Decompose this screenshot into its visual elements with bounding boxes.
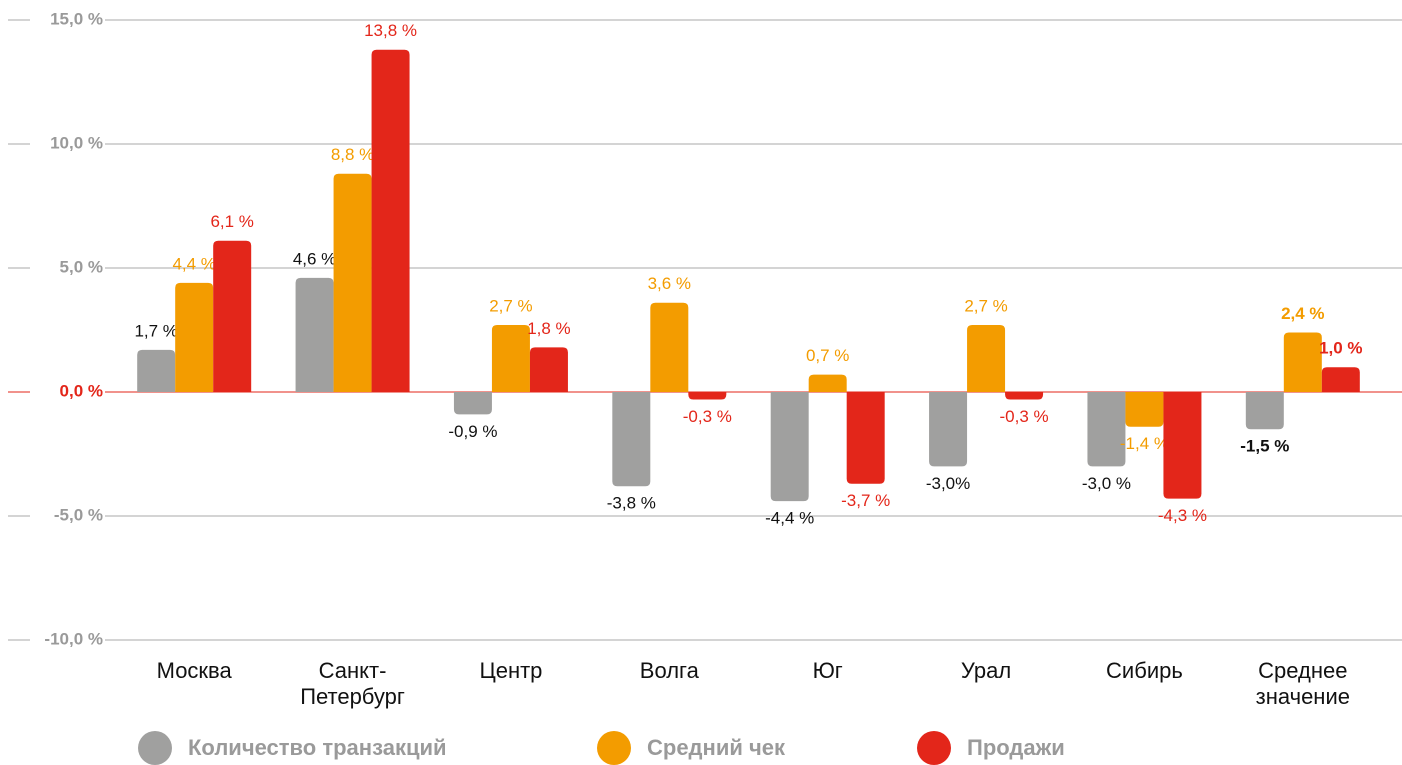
y-tick-label: 5,0 % (60, 257, 103, 276)
bar (808, 374, 847, 392)
value-label: -0,9 % (448, 422, 497, 441)
x-tick-label: Сибирь (1106, 658, 1183, 683)
value-label: -1,5 % (1240, 437, 1289, 456)
value-label: 8,8 % (331, 145, 374, 164)
legend-item: Продажи (917, 731, 1065, 765)
value-label: 0,7 % (806, 346, 849, 365)
legend-label: Средний чек (647, 735, 785, 760)
x-tick-label: Среднее значение (1255, 658, 1350, 709)
bar (1321, 367, 1360, 392)
legend-swatch (597, 731, 631, 765)
legend-item: Средний чек (597, 731, 785, 765)
value-label: 2,7 % (489, 297, 532, 316)
legend-label: Количество транзакций (188, 735, 447, 760)
x-tick-label: Юг (812, 658, 843, 683)
bar (1163, 392, 1202, 499)
y-tick-label: -10,0 % (44, 629, 103, 648)
legend-swatch (138, 731, 172, 765)
bar (491, 325, 530, 392)
y-tick-label: 0,0 % (60, 381, 103, 400)
x-tick-label: Центр (479, 658, 543, 683)
value-label: 6,1 % (210, 212, 253, 231)
value-label: -1,4 % (1120, 434, 1169, 453)
value-label: 1,7 % (134, 321, 177, 340)
value-label: 3,6 % (648, 274, 691, 293)
value-label: 4,6 % (293, 249, 336, 268)
bar (137, 349, 176, 392)
value-label: 4,4 % (172, 254, 215, 273)
y-tick-label: 10,0 % (50, 133, 103, 152)
bar (846, 392, 885, 484)
value-label: -3,0 % (1082, 474, 1131, 493)
y-tick-label: 15,0 % (50, 9, 103, 28)
bar (371, 49, 410, 392)
bar (1125, 392, 1164, 427)
bar (688, 392, 727, 400)
bar (612, 392, 651, 487)
value-label: 13,8 % (364, 21, 417, 40)
bar (650, 302, 689, 392)
value-label: -3,0% (926, 474, 970, 493)
bar (1087, 392, 1126, 467)
bar (1283, 332, 1322, 392)
bar (295, 277, 334, 392)
value-label: -4,4 % (765, 509, 814, 528)
value-label: 2,7 % (964, 297, 1007, 316)
value-label: -3,8 % (607, 494, 656, 513)
legend-item: Количество транзакций (138, 731, 447, 765)
bar (1245, 392, 1284, 430)
x-tick-label: Санкт-Петербург (300, 658, 405, 709)
value-label: -0,3 % (999, 407, 1048, 426)
legend-swatch (917, 731, 951, 765)
value-label: 1,0 % (1319, 339, 1362, 358)
y-tick-label: -5,0 % (54, 505, 103, 524)
x-tick-label: Урал (960, 658, 1012, 683)
bar (1005, 392, 1044, 400)
value-label: -0,3 % (683, 407, 732, 426)
bar (453, 392, 492, 415)
bar (333, 173, 372, 392)
bar (929, 392, 968, 467)
bar (175, 282, 214, 392)
legend-label: Продажи (967, 735, 1065, 760)
value-label: -4,3 % (1158, 506, 1207, 525)
x-tick-label: Волга (639, 658, 699, 683)
bar (967, 325, 1006, 392)
bar (213, 240, 252, 392)
x-tick-label: Москва (156, 658, 232, 683)
value-label: 1,8 % (527, 319, 570, 338)
value-label: -3,7 % (841, 491, 890, 510)
bar (529, 347, 568, 392)
value-label: 2,4 % (1281, 304, 1324, 323)
bar (770, 392, 809, 502)
